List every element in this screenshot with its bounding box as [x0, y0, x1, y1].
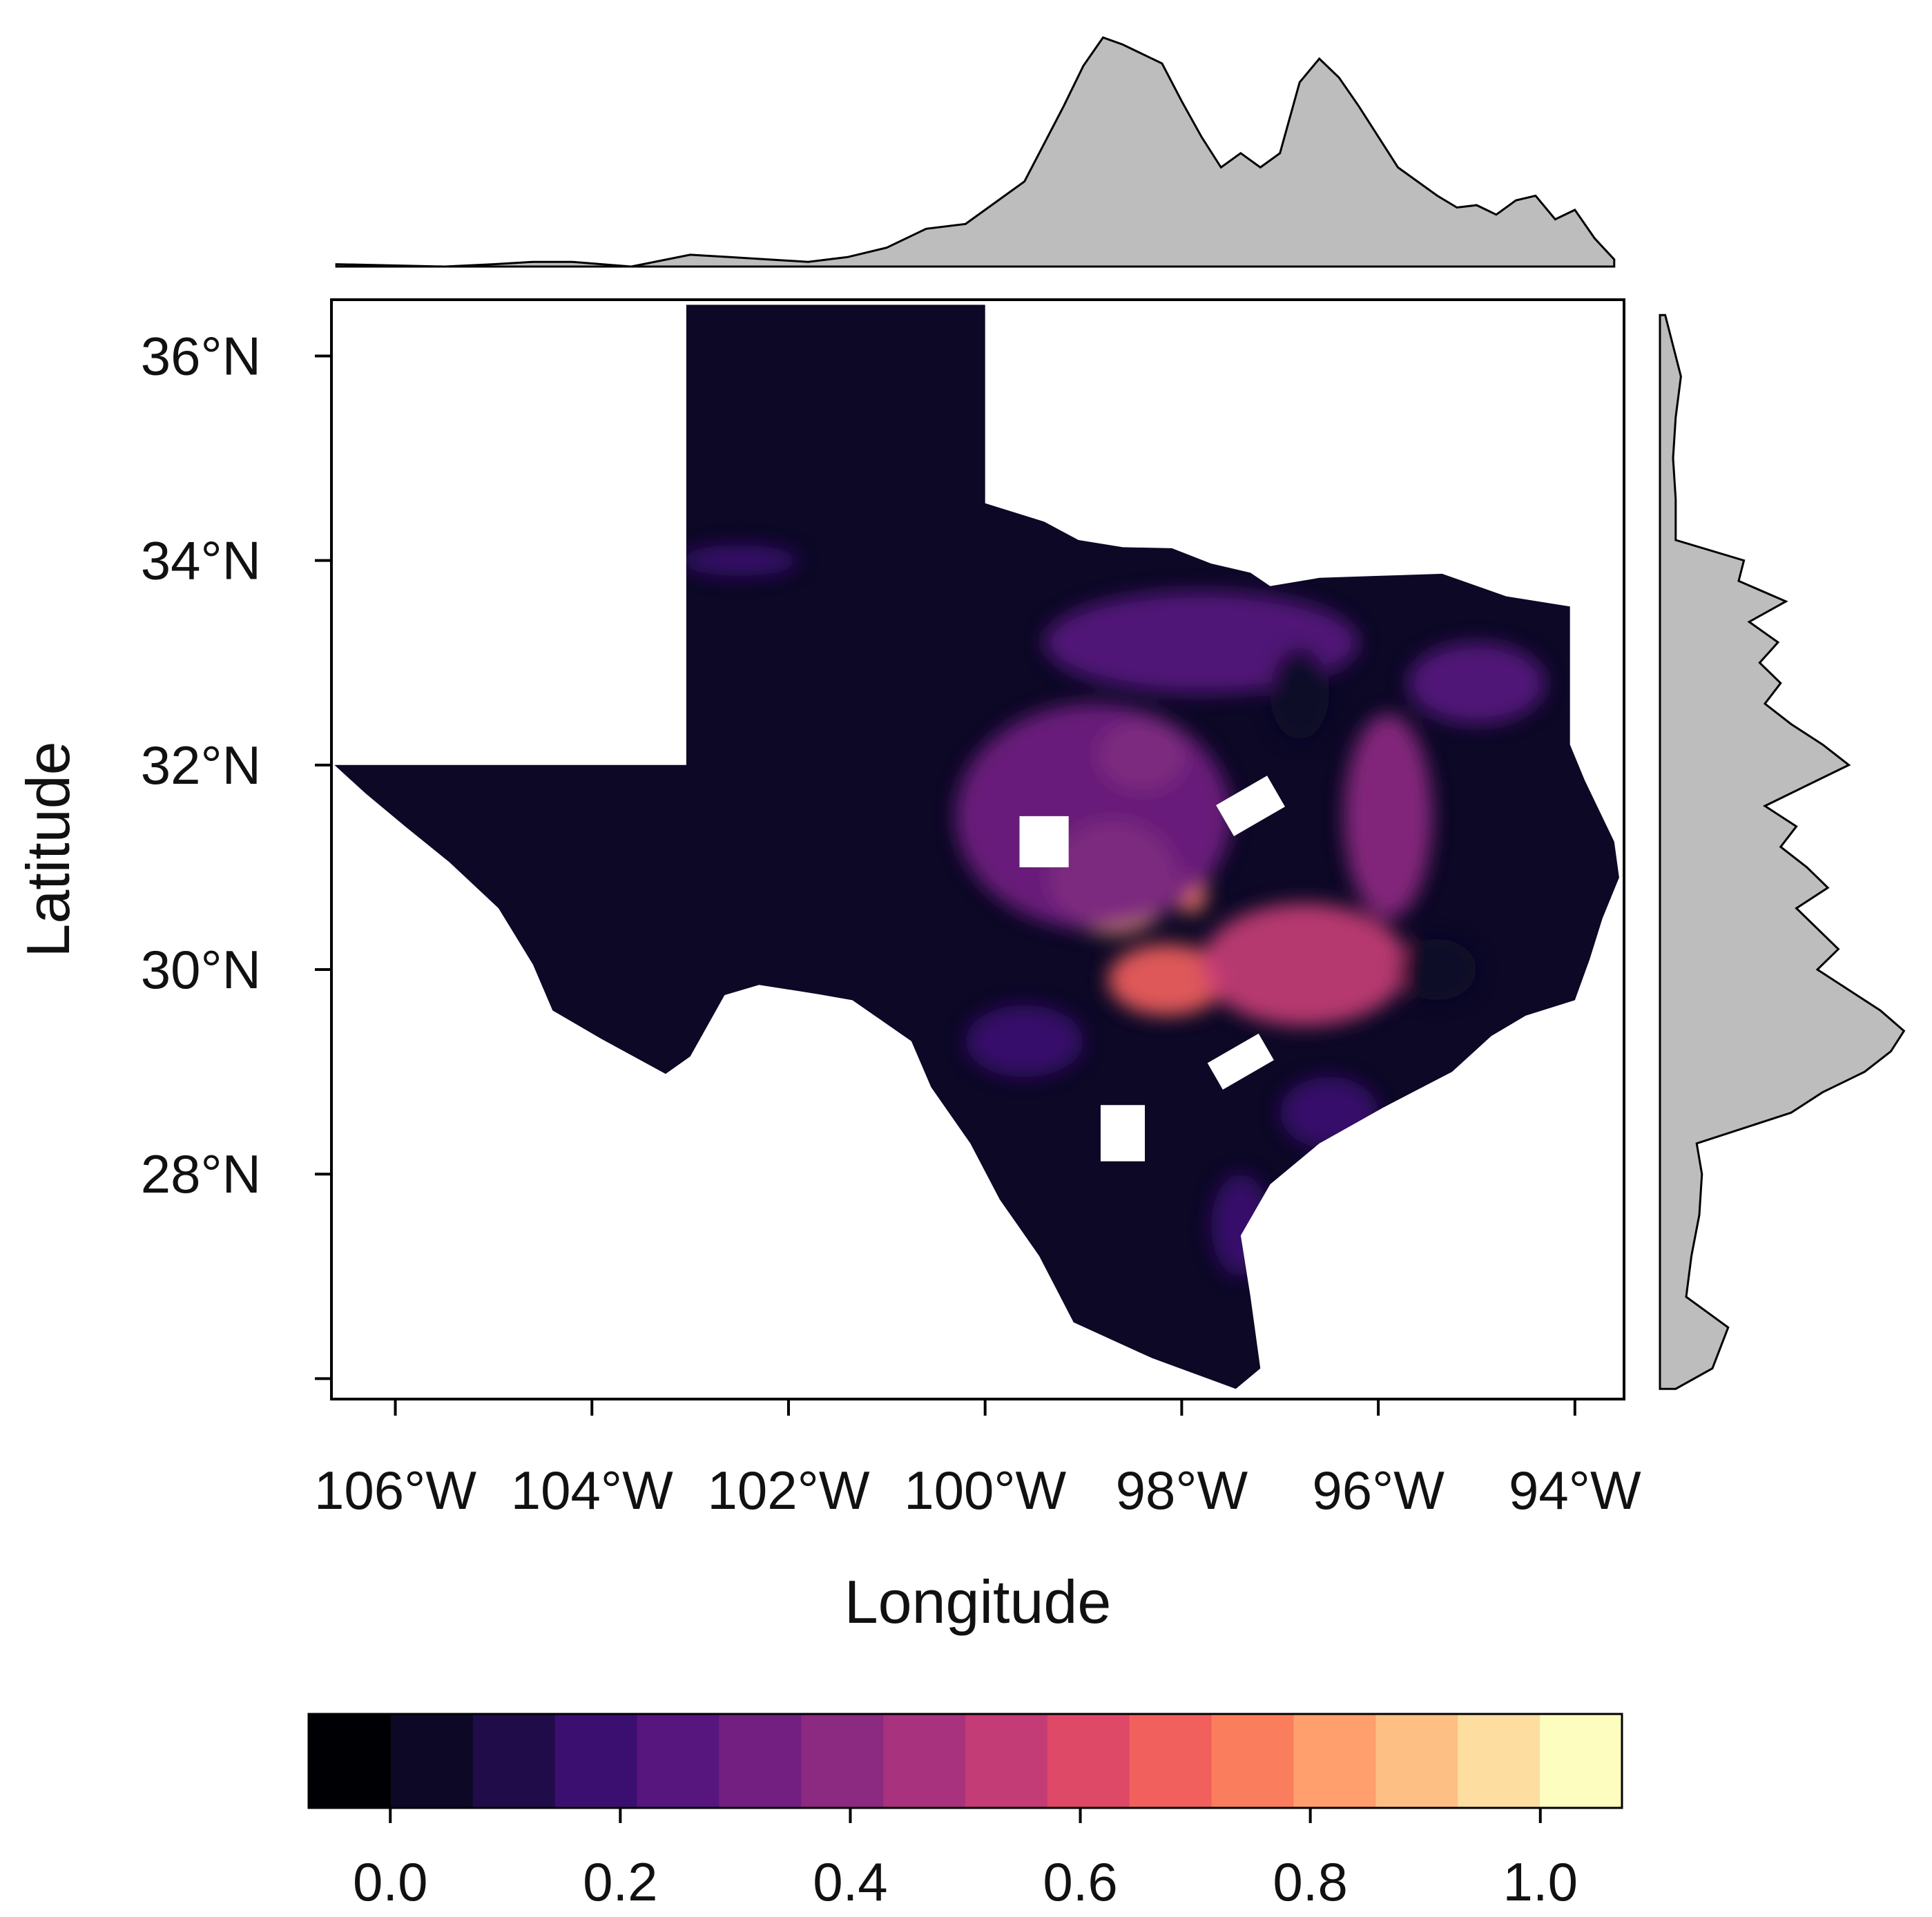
y-axis: 28°N 30°N 32°N 34°N 36°N — [141, 325, 331, 1380]
x-tick-label: 106°W — [314, 1460, 476, 1521]
color-swatch — [1293, 1714, 1376, 1808]
no-data-gap — [1019, 816, 1069, 867]
longitude-density-curve — [335, 36, 1616, 268]
color-swatch — [309, 1714, 392, 1808]
color-swatch — [1129, 1714, 1213, 1808]
x-tick-label: 94°W — [1509, 1460, 1641, 1521]
map-panel: 106°W 104°W 102°W 100°W 98°W 96°W 94°W 28°N 30°… — [14, 298, 1641, 1636]
x-tick-label: 102°W — [707, 1460, 869, 1521]
color-swatch — [1540, 1714, 1623, 1808]
intensity-patch — [1270, 647, 1329, 740]
x-axis-title: Longitude — [844, 1568, 1112, 1636]
legend-tick-label: 0.2 — [583, 1851, 657, 1912]
color-swatch — [1047, 1714, 1130, 1808]
color-swatch — [554, 1714, 637, 1808]
color-swatch — [1458, 1714, 1540, 1808]
intensity-patch — [680, 545, 799, 576]
color-swatch — [965, 1714, 1048, 1808]
map-frame — [330, 298, 1625, 1400]
y-axis-title: Latitude — [14, 741, 82, 957]
x-tick-label: 96°W — [1312, 1460, 1445, 1521]
intensity-patch — [1201, 903, 1408, 1026]
legend-tick-label: 0.6 — [1043, 1851, 1117, 1912]
intensity-patch — [955, 703, 1231, 929]
color-swatch — [1211, 1714, 1294, 1808]
y-tick-label: 30°N — [141, 939, 261, 1000]
x-tick-label: 100°W — [904, 1460, 1066, 1521]
y-tick-label: 34°N — [141, 530, 261, 591]
y-tick-label: 36°N — [141, 325, 261, 386]
right-marginal-density — [1659, 314, 1906, 1390]
intensity-patch — [965, 1005, 1084, 1077]
no-data-gap — [1207, 1033, 1274, 1090]
intensity-patch — [1108, 943, 1226, 1016]
no-data-gap — [1100, 1105, 1146, 1162]
y-tick-label: 28°N — [141, 1144, 261, 1204]
legend-tick-label: 0.8 — [1273, 1851, 1347, 1912]
legend-tick-label: 0.4 — [813, 1851, 887, 1912]
legend-tick-label: 0.0 — [353, 1851, 427, 1912]
top-marginal-density — [335, 36, 1616, 268]
intensity-patch — [1407, 642, 1546, 724]
color-swatch — [719, 1714, 802, 1808]
intensity-patch — [1344, 713, 1433, 918]
no-data-gap — [1216, 776, 1285, 836]
color-swatch — [1375, 1714, 1458, 1808]
y-tick-label: 32°N — [141, 735, 261, 796]
latitude-density-curve — [1659, 314, 1906, 1390]
legend-tick-label: 1.0 — [1503, 1851, 1578, 1912]
color-swatch — [801, 1714, 884, 1808]
intensity-patch — [1398, 938, 1477, 1001]
color-legend-frame — [307, 1713, 1623, 1809]
color-legend: 0.0 0.2 0.4 0.6 0.8 1.0 — [307, 1713, 1623, 1912]
color-swatch — [883, 1714, 966, 1808]
color-swatch — [390, 1714, 474, 1808]
x-axis: 106°W 104°W 102°W 100°W 98°W 96°W 94°W — [314, 1399, 1641, 1521]
color-swatch — [472, 1714, 556, 1808]
x-tick-label: 98°W — [1116, 1460, 1248, 1521]
color-swatch — [637, 1714, 719, 1808]
x-tick-label: 104°W — [511, 1460, 673, 1521]
